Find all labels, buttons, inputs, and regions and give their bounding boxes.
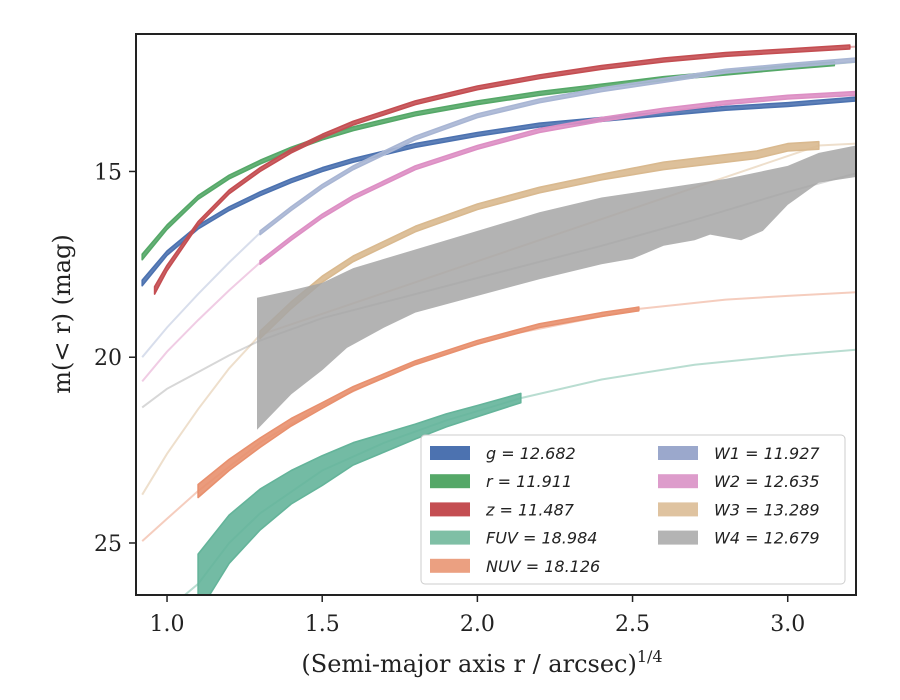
legend-label: g = 12.682 — [486, 444, 576, 463]
legend-entry-w3: W3 = 13.289 — [658, 500, 820, 519]
legend-swatch — [430, 530, 470, 545]
legend-swatch — [658, 502, 698, 517]
x-tick-label: 3.0 — [770, 612, 805, 637]
series-w2-extrapolation — [141, 261, 261, 383]
legend-box — [420, 434, 846, 585]
legend: g = 12.682 r = 11.911 z = 11.487 FUV = 18.9… — [420, 434, 846, 585]
y-axis-label: m(< r) (mag) — [48, 234, 76, 393]
series-w4-band — [257, 145, 856, 430]
legend-swatch — [658, 446, 698, 460]
series-layer — [141, 44, 856, 595]
series-w1-extrapolation — [141, 232, 261, 358]
legend-entry-w4: W4 = 12.679 — [658, 529, 820, 548]
legend-entry-w1: W1 = 11.927 — [658, 444, 820, 463]
legend-label: NUV = 18.126 — [486, 557, 600, 576]
legend-entry-w2: W2 = 12.635 — [658, 472, 820, 491]
legend-entry-nuv: NUV = 18.126 — [430, 557, 600, 576]
legend-label: W1 = 11.927 — [714, 444, 820, 463]
x-axis-label-main: (Semi-major axis r / arcsec) — [301, 650, 636, 678]
legend-label: W4 = 12.679 — [714, 529, 820, 548]
x-tick-label: 1.5 — [305, 612, 340, 637]
x-axis-label: (Semi-major axis r / arcsec)1/4 — [301, 647, 662, 678]
legend-label: FUV = 18.984 — [486, 529, 597, 548]
y-tick-label: 25 — [94, 532, 122, 557]
legend-entry-r: r = 11.911 — [430, 472, 572, 491]
x-tick-label: 2.5 — [615, 612, 650, 637]
series-nuv-band — [197, 306, 640, 499]
x-tick-label: 2.0 — [460, 612, 495, 637]
legend-label: r = 11.911 — [486, 472, 572, 491]
legend-entry-fuv: FUV = 18.984 — [430, 529, 597, 548]
legend-swatch — [658, 474, 698, 489]
series-w3-band — [259, 140, 820, 340]
legend-label: z = 11.487 — [485, 500, 575, 519]
legend-swatch — [658, 530, 698, 545]
x-axis-label-exponent: 1/4 — [637, 647, 663, 666]
ticks-layer: 1.0 1.5 2.0 2.5 3.0 15 20 25 — [94, 160, 805, 637]
y-tick-label: 20 — [94, 346, 122, 371]
series-z-band — [153, 44, 851, 295]
plot-frame — [135, 33, 857, 596]
legend-entry-g: g = 12.682 — [430, 444, 576, 463]
series-fuv-band — [197, 392, 522, 595]
legend-swatch — [430, 474, 470, 489]
y-tick-label: 15 — [94, 160, 122, 185]
legend-label: W2 = 12.635 — [714, 472, 820, 491]
x-tick-label: 1.0 — [150, 612, 185, 637]
series-w1-band — [259, 57, 856, 236]
legend-entry-z: z = 11.487 — [430, 500, 575, 519]
legend-label: W3 = 13.289 — [714, 500, 820, 519]
legend-swatch — [430, 446, 470, 460]
series-w2-band — [259, 90, 856, 266]
series-g-band — [141, 96, 856, 287]
legend-swatch — [430, 558, 470, 573]
legend-swatch — [430, 502, 470, 517]
